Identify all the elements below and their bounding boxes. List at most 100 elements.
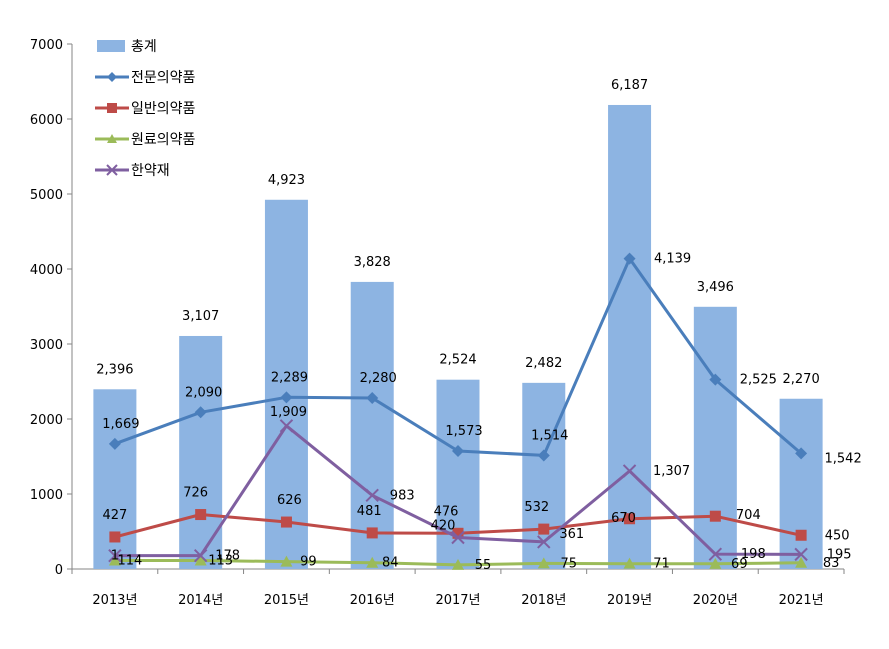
data-point [195, 509, 207, 521]
bar [522, 382, 566, 569]
data-label: 481 [357, 504, 382, 519]
data-label: 4,923 [268, 173, 305, 188]
data-label: 361 [559, 527, 584, 542]
data-label: 1,573 [445, 424, 482, 439]
data-label: 476 [434, 504, 459, 519]
data-label: 3,828 [354, 255, 391, 270]
data-label: 983 [390, 488, 415, 503]
data-label: 2,090 [185, 385, 222, 400]
y-tick-label: 1000 [30, 488, 63, 503]
data-label: 75 [561, 556, 578, 571]
data-label: 1,669 [102, 417, 139, 432]
bar [779, 398, 823, 569]
data-label: 3,496 [697, 280, 734, 295]
data-point [708, 547, 723, 561]
y-tick-label: 7000 [30, 38, 63, 53]
data-point [108, 437, 121, 450]
data-label: 83 [823, 556, 840, 571]
y-tick-label: 5000 [30, 188, 63, 203]
data-point [108, 554, 121, 566]
data-label: 195 [827, 547, 852, 562]
data-point [624, 513, 636, 525]
data-point [452, 558, 464, 570]
data-point [451, 530, 465, 545]
data-label: 114 [117, 553, 142, 568]
data-point [452, 527, 464, 539]
data-point [279, 419, 294, 433]
data-point [280, 391, 293, 404]
data-point [537, 449, 550, 462]
x-tick-label: 2016년 [350, 593, 395, 608]
data-label: 427 [102, 508, 127, 523]
data-point [709, 510, 721, 522]
legend-swatch [97, 40, 125, 52]
data-label: 71 [653, 557, 670, 572]
data-point [794, 547, 808, 562]
x-tick-label: 2014년 [178, 593, 223, 608]
data-label: 626 [277, 493, 302, 508]
data-label: 2,270 [783, 372, 820, 387]
data-label: 1,514 [531, 428, 568, 443]
data-point [366, 527, 378, 539]
legend-label: 총계 [131, 39, 157, 55]
x-tick-label: 2021년 [779, 593, 824, 608]
data-label: 4,139 [654, 252, 691, 267]
data-label: 1,542 [825, 451, 862, 466]
y-tick-label: 3000 [30, 338, 63, 353]
data-label: 2,482 [525, 356, 562, 371]
data-point [538, 523, 550, 535]
data-point [623, 557, 636, 569]
y-tick-label: 4000 [30, 263, 63, 278]
data-label: 84 [382, 556, 399, 571]
data-point [194, 406, 207, 419]
data-label: 178 [215, 549, 240, 564]
data-point [709, 373, 722, 386]
legend-marker [107, 103, 117, 113]
data-label: 670 [611, 511, 636, 526]
y-tick-label: 6000 [30, 113, 63, 128]
data-label: 3,107 [182, 309, 219, 324]
data-point [193, 548, 208, 563]
data-point [365, 488, 379, 502]
data-point [452, 445, 464, 458]
bar [264, 199, 308, 569]
data-label: 532 [524, 500, 549, 515]
data-point [280, 555, 293, 567]
bar [179, 335, 223, 569]
legend-label: 전문의약품 [131, 70, 196, 86]
data-label: 6,187 [611, 78, 648, 93]
data-label: 113 [208, 554, 233, 569]
data-label: 69 [731, 557, 748, 572]
data-point [194, 554, 207, 566]
data-label: 2,524 [439, 353, 476, 368]
data-point [366, 392, 379, 404]
data-label: 1,909 [270, 405, 307, 420]
data-point [795, 447, 808, 460]
data-label: 420 [431, 519, 456, 534]
data-point [108, 548, 122, 563]
x-tick-label: 2017년 [435, 593, 480, 608]
legend-label: 일반의약품 [131, 101, 196, 117]
data-label: 2,396 [96, 362, 133, 377]
x-tick-label: 2015년 [264, 593, 309, 608]
data-point [622, 464, 637, 478]
x-tick-label: 2019년 [607, 593, 652, 608]
data-point [623, 252, 636, 265]
legend-marker [107, 72, 117, 82]
data-label: 726 [183, 486, 208, 501]
data-point [795, 529, 807, 541]
data-label: 2,289 [271, 370, 308, 385]
bar [608, 104, 652, 569]
data-label: 2,525 [740, 373, 777, 388]
y-tick-label: 0 [55, 563, 63, 578]
data-point [795, 556, 808, 568]
legend-label: 한약재 [131, 163, 170, 179]
data-point [366, 556, 379, 568]
bar [693, 306, 737, 569]
x-tick-label: 2018년 [521, 593, 566, 608]
data-label: 2,280 [360, 371, 397, 386]
data-label: 450 [825, 528, 850, 543]
legend-label: 원료의약품 [131, 132, 196, 148]
